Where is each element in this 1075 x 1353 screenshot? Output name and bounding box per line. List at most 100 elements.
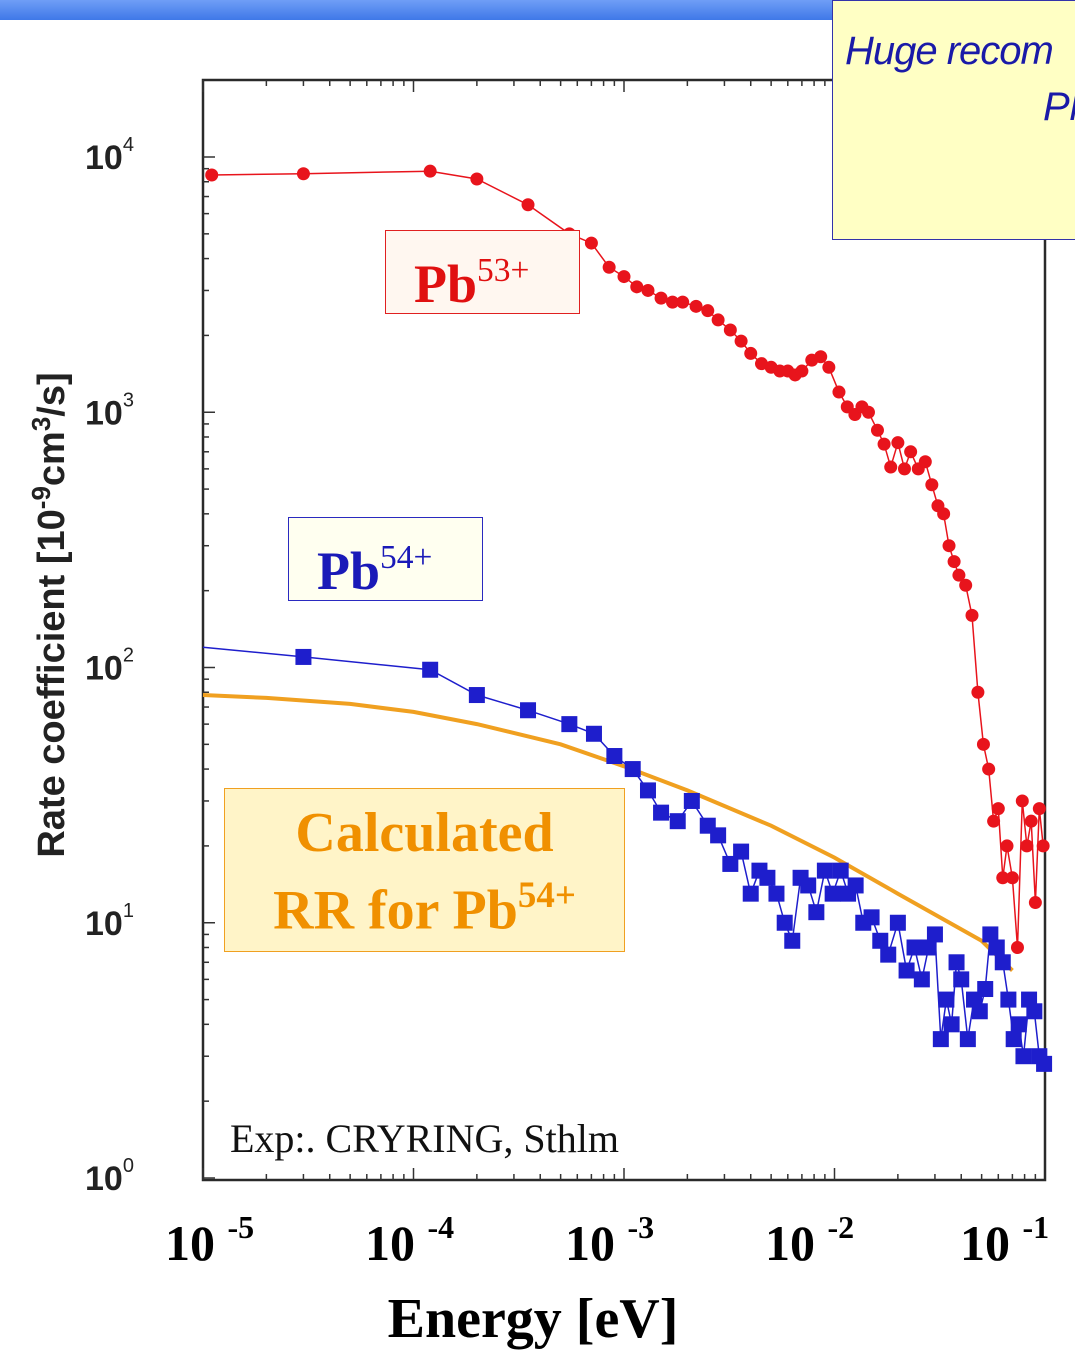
pb53-point <box>976 737 990 751</box>
pb54-point <box>639 782 656 799</box>
pb54-point <box>824 885 841 902</box>
pb53-point <box>1036 839 1050 853</box>
pb53-point <box>423 164 437 178</box>
pb54-point <box>988 939 1005 956</box>
pb54-point <box>977 981 994 998</box>
pb53-point <box>734 334 748 348</box>
pb53-point <box>965 608 979 622</box>
pb54-point <box>733 843 750 860</box>
header-bar <box>0 0 1075 20</box>
pb54-point <box>926 926 943 943</box>
pb54-point <box>872 932 889 949</box>
pb54-point <box>1015 1048 1032 1065</box>
pb54-point <box>816 862 833 879</box>
note-box: Huge recom Pl <box>832 0 1075 240</box>
pb53-label: Pb53+ <box>385 230 580 314</box>
pb54-point <box>295 648 312 665</box>
pb54-point <box>710 827 727 844</box>
pb54-point <box>889 914 906 931</box>
pb53-point <box>602 260 616 274</box>
pb54-point <box>1036 1055 1053 1072</box>
pb54-point <box>943 1016 960 1033</box>
pb53-point <box>744 346 758 360</box>
pb54-point <box>898 962 915 979</box>
pb54-point <box>722 855 739 872</box>
pb54-point <box>863 909 880 926</box>
experiment-footnote: Exp:. CRYRING, Sthlm <box>230 1116 619 1161</box>
pb53-point <box>1020 839 1034 853</box>
pb53-point <box>987 814 1001 828</box>
pb53-point <box>641 283 655 297</box>
pb53-point <box>952 568 966 582</box>
pb54-point <box>784 932 801 949</box>
pb54-label: Pb54+ <box>288 517 483 601</box>
pb53-point <box>861 405 875 419</box>
y-tick-label: 101 <box>85 900 134 943</box>
pb54-point <box>953 971 970 988</box>
pb54-point <box>422 661 439 678</box>
pb53-point <box>1032 802 1046 816</box>
pb53-point <box>904 445 918 459</box>
x-tick-label: 10 -5 <box>165 1209 254 1271</box>
pb53-point <box>996 871 1010 885</box>
pb53-point <box>521 198 535 212</box>
y-tick-label: 102 <box>85 645 134 688</box>
pb54-point <box>920 939 937 956</box>
pb54-point <box>913 971 930 988</box>
pb53-point <box>689 299 703 313</box>
pb53-point <box>891 436 905 450</box>
pb53-point <box>584 236 598 250</box>
pb54-point <box>906 939 923 956</box>
pb53-point <box>795 364 809 378</box>
pb54-point <box>948 954 965 971</box>
x-tick-label: 10 -4 <box>365 1209 454 1271</box>
pb53-point <box>630 280 644 294</box>
pb53-point <box>470 172 484 186</box>
pb53-point <box>814 350 828 364</box>
pb54-point <box>468 687 485 704</box>
pb53-point <box>971 685 985 699</box>
pb53-point <box>991 802 1005 816</box>
y-tick-label: 104 <box>85 134 134 177</box>
x-tick-label: 10 -3 <box>565 1209 654 1271</box>
pb53-point <box>918 455 932 469</box>
pb53-point <box>870 423 884 437</box>
pb54-point <box>832 862 849 879</box>
pb53-point <box>832 385 846 399</box>
pb54-point <box>624 761 641 778</box>
pb53-point <box>296 167 310 181</box>
pb53-point <box>982 762 996 776</box>
pb54-point <box>1005 1031 1022 1048</box>
pb53-point <box>1024 814 1038 828</box>
x-tick-label: 10 -2 <box>765 1209 854 1271</box>
pb53-point <box>1015 794 1029 808</box>
pb53-point <box>897 462 911 476</box>
pb54-point <box>808 904 825 921</box>
pb53-point <box>937 507 951 521</box>
pb53-point <box>959 578 973 592</box>
pb54-point <box>683 792 700 809</box>
calculated-rr-label: Calculated RR for Pb54+ <box>224 788 625 952</box>
pb54-point <box>776 914 793 931</box>
pb54-point <box>653 804 670 821</box>
pb54-point <box>959 1031 976 1048</box>
pb54-point <box>994 954 1011 971</box>
pb53-point <box>205 168 219 182</box>
pb54-point <box>742 885 759 902</box>
plot-frame <box>201 78 1047 1182</box>
pb54-point <box>759 869 776 886</box>
pb53-point <box>942 539 956 553</box>
pb54-point <box>938 991 955 1008</box>
pb53-point <box>884 460 898 474</box>
pb54-point <box>1010 1016 1027 1033</box>
y-axis-label: Rate coefficient [10-9cm3/s] <box>26 372 73 857</box>
pb53-point <box>654 291 668 305</box>
pb53-point <box>676 295 690 309</box>
note-line-2: Pl <box>1043 85 1075 129</box>
pb53-point <box>617 270 631 284</box>
y-tick-label: 100 <box>85 1155 134 1198</box>
pb54-point <box>520 702 537 719</box>
pb53-point <box>1028 896 1042 910</box>
x-tick-label: 10 -1 <box>960 1209 1049 1271</box>
